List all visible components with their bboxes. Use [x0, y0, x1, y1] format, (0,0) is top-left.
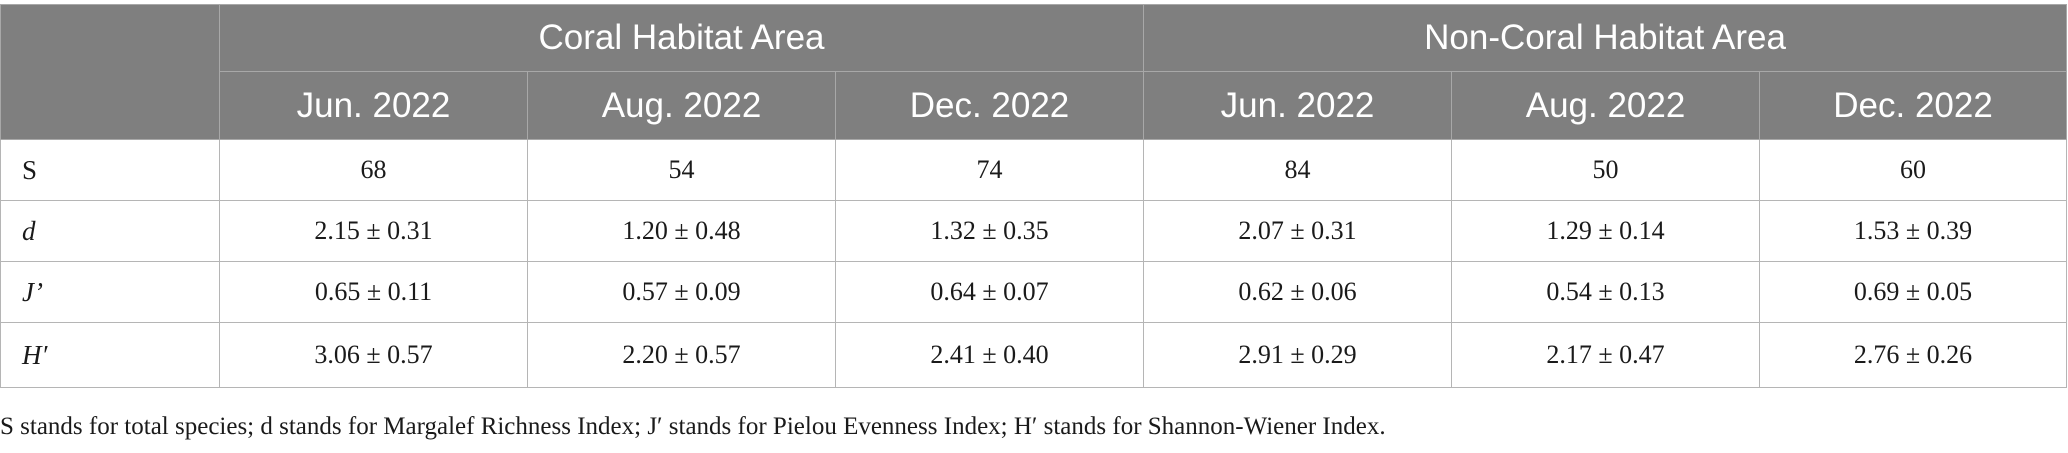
table-cell: 74 [834, 139, 1145, 201]
row-label: J’ [0, 261, 220, 323]
table-cell: 54 [527, 139, 836, 201]
table-cell: 0.62 ± 0.06 [1143, 261, 1453, 323]
group-header-row: Coral Habitat Area Non-Coral Habitat Are… [0, 4, 2068, 140]
table-cell: 2.91 ± 0.29 [1143, 322, 1453, 388]
table-row-s: S 68 54 74 84 50 60 [0, 139, 2068, 201]
period-header: Dec. 2022 [834, 71, 1145, 140]
table-cell: 84 [1143, 139, 1453, 201]
table-cell: 2.20 ± 0.57 [527, 322, 836, 388]
table-cell: 50 [1451, 139, 1761, 201]
corner-header-cell [0, 4, 220, 140]
table-cell: 0.65 ± 0.11 [219, 261, 528, 323]
table-cell: 1.20 ± 0.48 [527, 200, 836, 262]
table-cell: 3.06 ± 0.57 [219, 322, 528, 388]
non-coral-habitat-group-header: Non-Coral Habitat Area [1143, 4, 2068, 72]
period-header: Aug. 2022 [1451, 71, 1761, 140]
row-label: S [0, 139, 220, 201]
table-cell: 2.41 ± 0.40 [834, 322, 1145, 388]
period-header: Aug. 2022 [527, 71, 836, 140]
table-cell: 0.54 ± 0.13 [1451, 261, 1761, 323]
table-cell: 2.17 ± 0.47 [1451, 322, 1761, 388]
table-row-j: J’ 0.65 ± 0.11 0.57 ± 0.09 0.64 ± 0.07 0… [0, 261, 2068, 323]
table-cell: 0.69 ± 0.05 [1759, 261, 2068, 323]
period-header-row: Jun. 2022 Aug. 2022 Dec. 2022 Jun. 2022 … [1, 71, 2068, 140]
table-cell: 68 [219, 139, 528, 201]
table-cell: 0.57 ± 0.09 [527, 261, 836, 323]
table-cell: 2.07 ± 0.31 [1143, 200, 1453, 262]
table-footnote: S stands for total species; d stands for… [0, 413, 1386, 440]
table-cell: 1.32 ± 0.35 [834, 200, 1145, 262]
table-row-h: H′ 3.06 ± 0.57 2.20 ± 0.57 2.41 ± 0.40 2… [0, 322, 2068, 388]
table-cell: 1.53 ± 0.39 [1759, 200, 2068, 262]
period-header: Jun. 2022 [219, 71, 528, 140]
diversity-index-table: Coral Habitat Area Non-Coral Habitat Are… [0, 4, 2068, 388]
table-cell: 2.76 ± 0.26 [1759, 322, 2068, 388]
table-cell: 60 [1759, 139, 2068, 201]
period-header: Jun. 2022 [1143, 71, 1453, 140]
period-header: Dec. 2022 [1759, 71, 2068, 140]
row-label: d [0, 200, 220, 262]
coral-habitat-group-header: Coral Habitat Area [218, 4, 1145, 72]
table-cell: 0.64 ± 0.07 [834, 261, 1145, 323]
row-label: H′ [0, 322, 220, 388]
table-cell: 1.29 ± 0.14 [1451, 200, 1761, 262]
table-cell: 2.15 ± 0.31 [219, 200, 528, 262]
table-row-d: d 2.15 ± 0.31 1.20 ± 0.48 1.32 ± 0.35 2.… [0, 200, 2068, 262]
